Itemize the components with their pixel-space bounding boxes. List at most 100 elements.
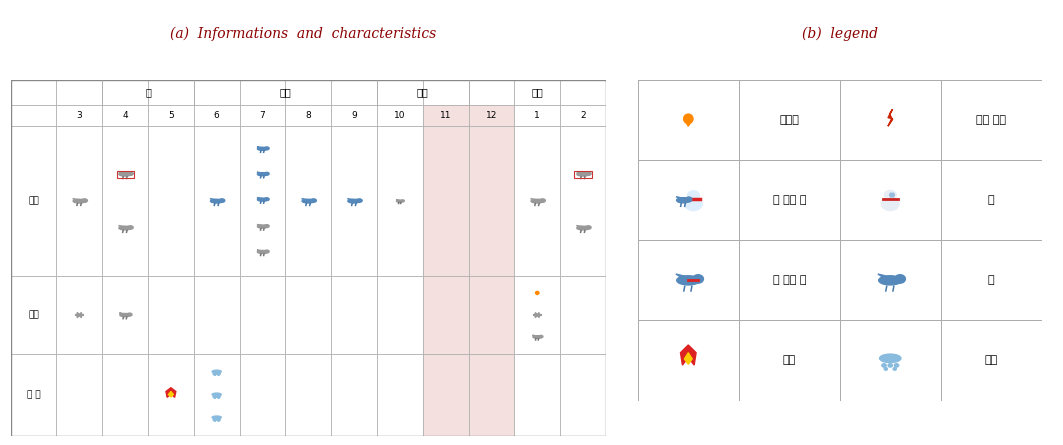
- Polygon shape: [257, 198, 263, 199]
- Bar: [102, 105, 148, 126]
- Bar: [193, 276, 239, 354]
- Bar: [148, 126, 193, 276]
- Ellipse shape: [119, 226, 132, 230]
- Bar: [423, 105, 469, 126]
- Text: 천둥 번개: 천둥 번개: [976, 115, 1007, 125]
- Bar: [102, 126, 148, 276]
- Bar: [377, 105, 423, 126]
- Text: 8: 8: [305, 111, 311, 120]
- Bar: [423, 126, 469, 276]
- Ellipse shape: [577, 226, 589, 230]
- Circle shape: [218, 397, 219, 398]
- Bar: [377, 354, 423, 436]
- Text: 산불: 산불: [782, 356, 796, 365]
- Circle shape: [218, 419, 220, 420]
- Text: 봄: 봄: [145, 88, 151, 97]
- Bar: [193, 105, 239, 126]
- Ellipse shape: [213, 416, 221, 419]
- Ellipse shape: [532, 199, 543, 203]
- Bar: [102, 80, 148, 105]
- Bar: [514, 126, 560, 276]
- Ellipse shape: [684, 114, 693, 124]
- Circle shape: [693, 275, 704, 283]
- Polygon shape: [166, 388, 175, 397]
- Bar: [239, 276, 285, 354]
- Text: 3: 3: [77, 111, 82, 120]
- Bar: [423, 276, 469, 354]
- Ellipse shape: [536, 291, 539, 294]
- Bar: [239, 126, 285, 276]
- Circle shape: [218, 396, 220, 397]
- Polygon shape: [530, 198, 537, 201]
- Bar: [377, 126, 423, 276]
- Text: 대설: 대설: [28, 311, 39, 320]
- Bar: [148, 354, 193, 436]
- Circle shape: [216, 396, 218, 397]
- Bar: [469, 126, 514, 276]
- Bar: [11, 126, 56, 276]
- Circle shape: [128, 226, 133, 229]
- Ellipse shape: [879, 354, 901, 363]
- Bar: [285, 105, 332, 126]
- Bar: [11, 276, 56, 354]
- Ellipse shape: [396, 200, 403, 202]
- Polygon shape: [168, 392, 173, 397]
- Circle shape: [586, 172, 591, 175]
- Circle shape: [893, 368, 896, 370]
- Polygon shape: [533, 335, 537, 337]
- Text: 소나기: 소나기: [779, 115, 799, 125]
- Circle shape: [213, 396, 215, 397]
- Bar: [332, 276, 377, 354]
- Bar: [148, 276, 193, 354]
- Bar: [193, 80, 239, 105]
- Ellipse shape: [210, 199, 223, 203]
- Bar: [469, 354, 514, 436]
- Ellipse shape: [348, 199, 360, 203]
- Text: (b)  legend: (b) legend: [802, 27, 878, 41]
- Ellipse shape: [257, 251, 268, 254]
- Text: 10: 10: [394, 111, 406, 120]
- Text: 겨울: 겨울: [532, 88, 543, 97]
- Circle shape: [214, 375, 216, 376]
- Circle shape: [356, 199, 362, 202]
- Bar: [514, 276, 560, 354]
- Bar: [117, 171, 134, 178]
- Text: 가을: 가을: [417, 88, 428, 97]
- Bar: [514, 105, 560, 126]
- Polygon shape: [210, 198, 216, 201]
- Circle shape: [219, 199, 224, 202]
- Circle shape: [881, 197, 899, 210]
- Ellipse shape: [879, 276, 901, 285]
- Polygon shape: [888, 109, 893, 126]
- Bar: [560, 276, 606, 354]
- Bar: [56, 354, 102, 436]
- Text: 12: 12: [486, 111, 497, 120]
- Bar: [56, 126, 102, 276]
- Bar: [285, 126, 332, 276]
- Bar: [560, 105, 606, 126]
- Bar: [148, 80, 193, 105]
- Bar: [574, 171, 592, 178]
- Text: 여름: 여름: [280, 88, 291, 97]
- Text: 9: 9: [351, 111, 357, 120]
- Polygon shape: [685, 353, 692, 364]
- Polygon shape: [348, 198, 354, 201]
- Polygon shape: [536, 293, 539, 295]
- Bar: [377, 80, 423, 105]
- Bar: [560, 126, 606, 276]
- Bar: [193, 354, 239, 436]
- Bar: [239, 80, 285, 105]
- Bar: [332, 126, 377, 276]
- Circle shape: [888, 364, 893, 367]
- Ellipse shape: [119, 172, 132, 176]
- Circle shape: [892, 194, 893, 196]
- Bar: [423, 80, 469, 105]
- Ellipse shape: [257, 147, 268, 150]
- Text: 강수: 강수: [28, 197, 39, 206]
- Circle shape: [216, 419, 218, 420]
- Bar: [560, 80, 606, 105]
- Ellipse shape: [213, 370, 221, 373]
- Circle shape: [310, 199, 317, 202]
- Circle shape: [884, 190, 896, 200]
- Circle shape: [539, 336, 543, 338]
